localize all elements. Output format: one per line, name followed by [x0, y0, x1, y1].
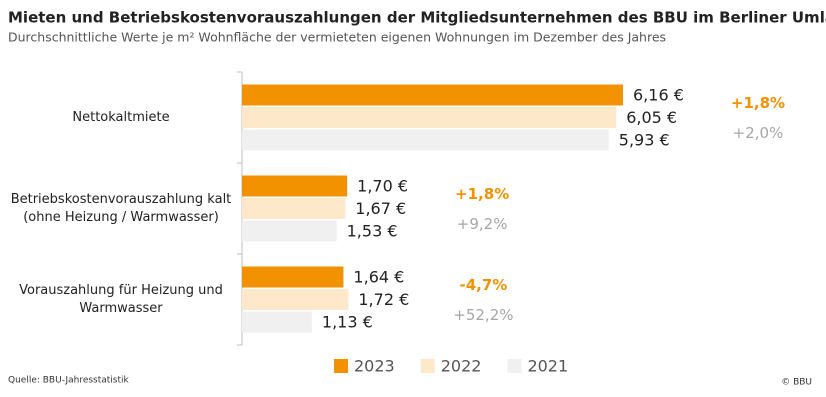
category-label: Vorauszahlung für Heizung und Warmwasser	[19, 282, 223, 316]
bar	[242, 289, 349, 310]
value-label: 1,70 €	[357, 177, 408, 196]
change-label: +2,0%	[733, 124, 784, 142]
value-label: 6,05 €	[626, 108, 677, 127]
legend-label: 2022	[441, 357, 482, 376]
change-label: -4,7%	[459, 276, 507, 294]
change-label: +1,8%	[455, 185, 509, 203]
chart-title: Mieten und Betriebskostenvorauszahlungen…	[8, 9, 826, 27]
category-label: Betriebskostenvorauszahlung kalt (ohne H…	[10, 191, 232, 225]
bar	[242, 311, 312, 333]
value-label: 1,53 €	[347, 222, 398, 241]
value-label: 1,13 €	[322, 313, 373, 332]
bar	[242, 107, 617, 128]
value-label: 1,67 €	[355, 199, 406, 218]
bar	[242, 220, 337, 242]
value-label: 6,16 €	[633, 86, 684, 105]
bar	[242, 198, 346, 219]
source: Quelle: BBU-Jahresstatistik	[8, 376, 130, 386]
legend-swatch	[420, 359, 435, 373]
copyright: © BBU	[781, 378, 812, 388]
value-label: 5,93 €	[619, 131, 670, 150]
bar	[242, 175, 348, 197]
legend-swatch	[507, 359, 522, 373]
bar	[242, 129, 609, 151]
change-label: +9,2%	[457, 215, 508, 233]
legend-label: 2021	[527, 357, 568, 376]
chart-subtitle: Durchschnittliche Werte je m² Wohnfläche…	[8, 30, 666, 45]
value-label: 1,64 €	[353, 268, 404, 287]
legend-swatch	[334, 359, 348, 373]
category-label: Nettokaltmiete	[72, 109, 170, 125]
value-label: 1,72 €	[358, 290, 409, 309]
legend-label: 2023	[354, 357, 395, 376]
bar	[242, 84, 623, 106]
change-label: +52,2%	[453, 306, 513, 324]
change-label: +1,8%	[731, 94, 785, 112]
bar	[242, 266, 344, 288]
